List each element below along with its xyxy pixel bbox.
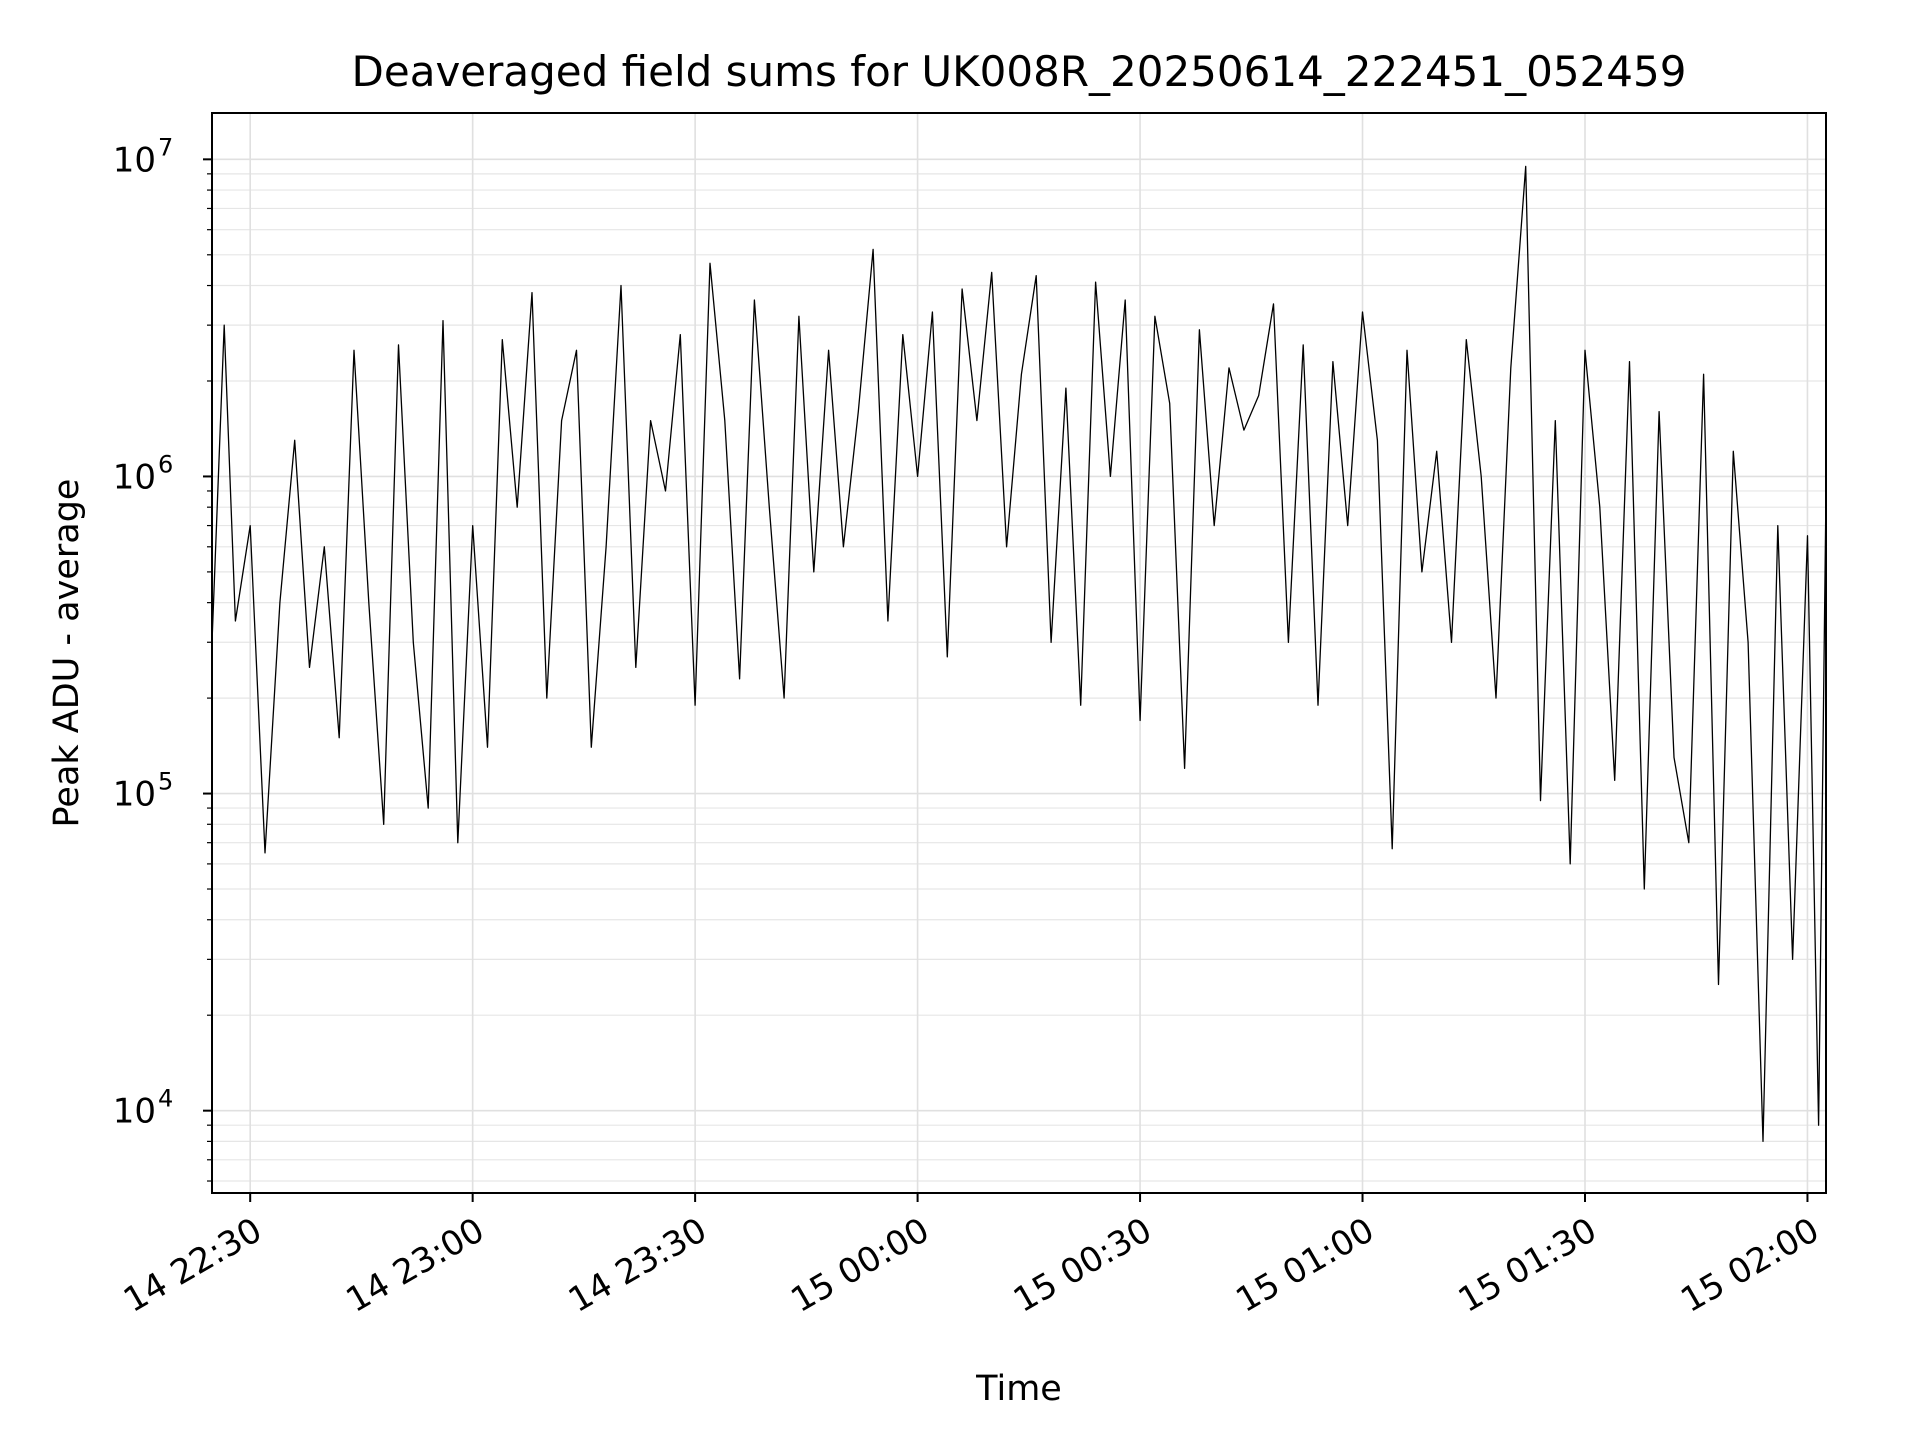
y-tick-exponent: 4 bbox=[158, 1085, 173, 1113]
y-tick-exponent: 6 bbox=[158, 450, 173, 478]
y-tick-label: 10 bbox=[113, 140, 156, 180]
y-tick-label: 10 bbox=[113, 775, 156, 815]
y-tick-label: 10 bbox=[113, 457, 156, 497]
chart-title: Deaveraged field sums for UK008R_2025061… bbox=[352, 47, 1687, 96]
x-axis-label: Time bbox=[975, 1369, 1062, 1409]
y-axis-label: Peak ADU - average bbox=[47, 479, 87, 828]
y-tick-exponent: 5 bbox=[158, 768, 173, 796]
y-tick-label: 10 bbox=[113, 1092, 156, 1132]
grid bbox=[212, 113, 1826, 1193]
series-line bbox=[211, 165, 1827, 1143]
axes-frame bbox=[211, 112, 1827, 1194]
y-tick-exponent: 7 bbox=[158, 133, 173, 161]
